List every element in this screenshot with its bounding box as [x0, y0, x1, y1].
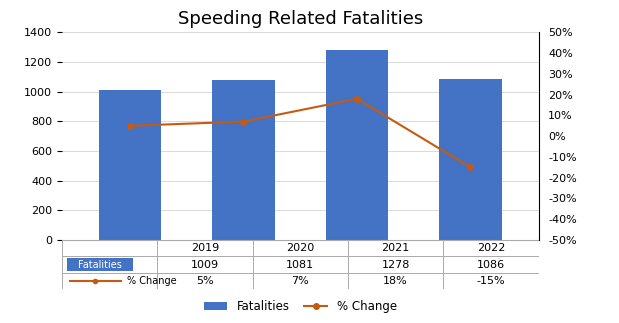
Text: 2021: 2021	[381, 243, 410, 253]
Text: 2022: 2022	[477, 243, 505, 253]
Bar	[212, 80, 275, 240]
Text: 1081: 1081	[286, 260, 314, 270]
Bar	[326, 50, 388, 240]
Text: 1009: 1009	[191, 260, 219, 270]
Text: 2020: 2020	[286, 243, 314, 253]
Text: 5%: 5%	[196, 276, 214, 286]
Text: 7%: 7%	[292, 276, 309, 286]
Text: 1086: 1086	[477, 260, 505, 270]
Text: 1278: 1278	[381, 260, 410, 270]
Title: Speeding Related Fatalities: Speeding Related Fatalities	[178, 10, 423, 28]
Text: 2019: 2019	[191, 243, 219, 253]
Text: 18%: 18%	[383, 276, 408, 286]
Text: Fatalities: Fatalities	[78, 260, 122, 270]
Text: -15%: -15%	[477, 276, 505, 286]
Bar	[99, 90, 161, 240]
Bar	[67, 258, 134, 271]
Bar	[439, 79, 501, 240]
Legend: Fatalities, % Change: Fatalities, % Change	[199, 295, 402, 318]
Text: % Change: % Change	[127, 276, 176, 286]
